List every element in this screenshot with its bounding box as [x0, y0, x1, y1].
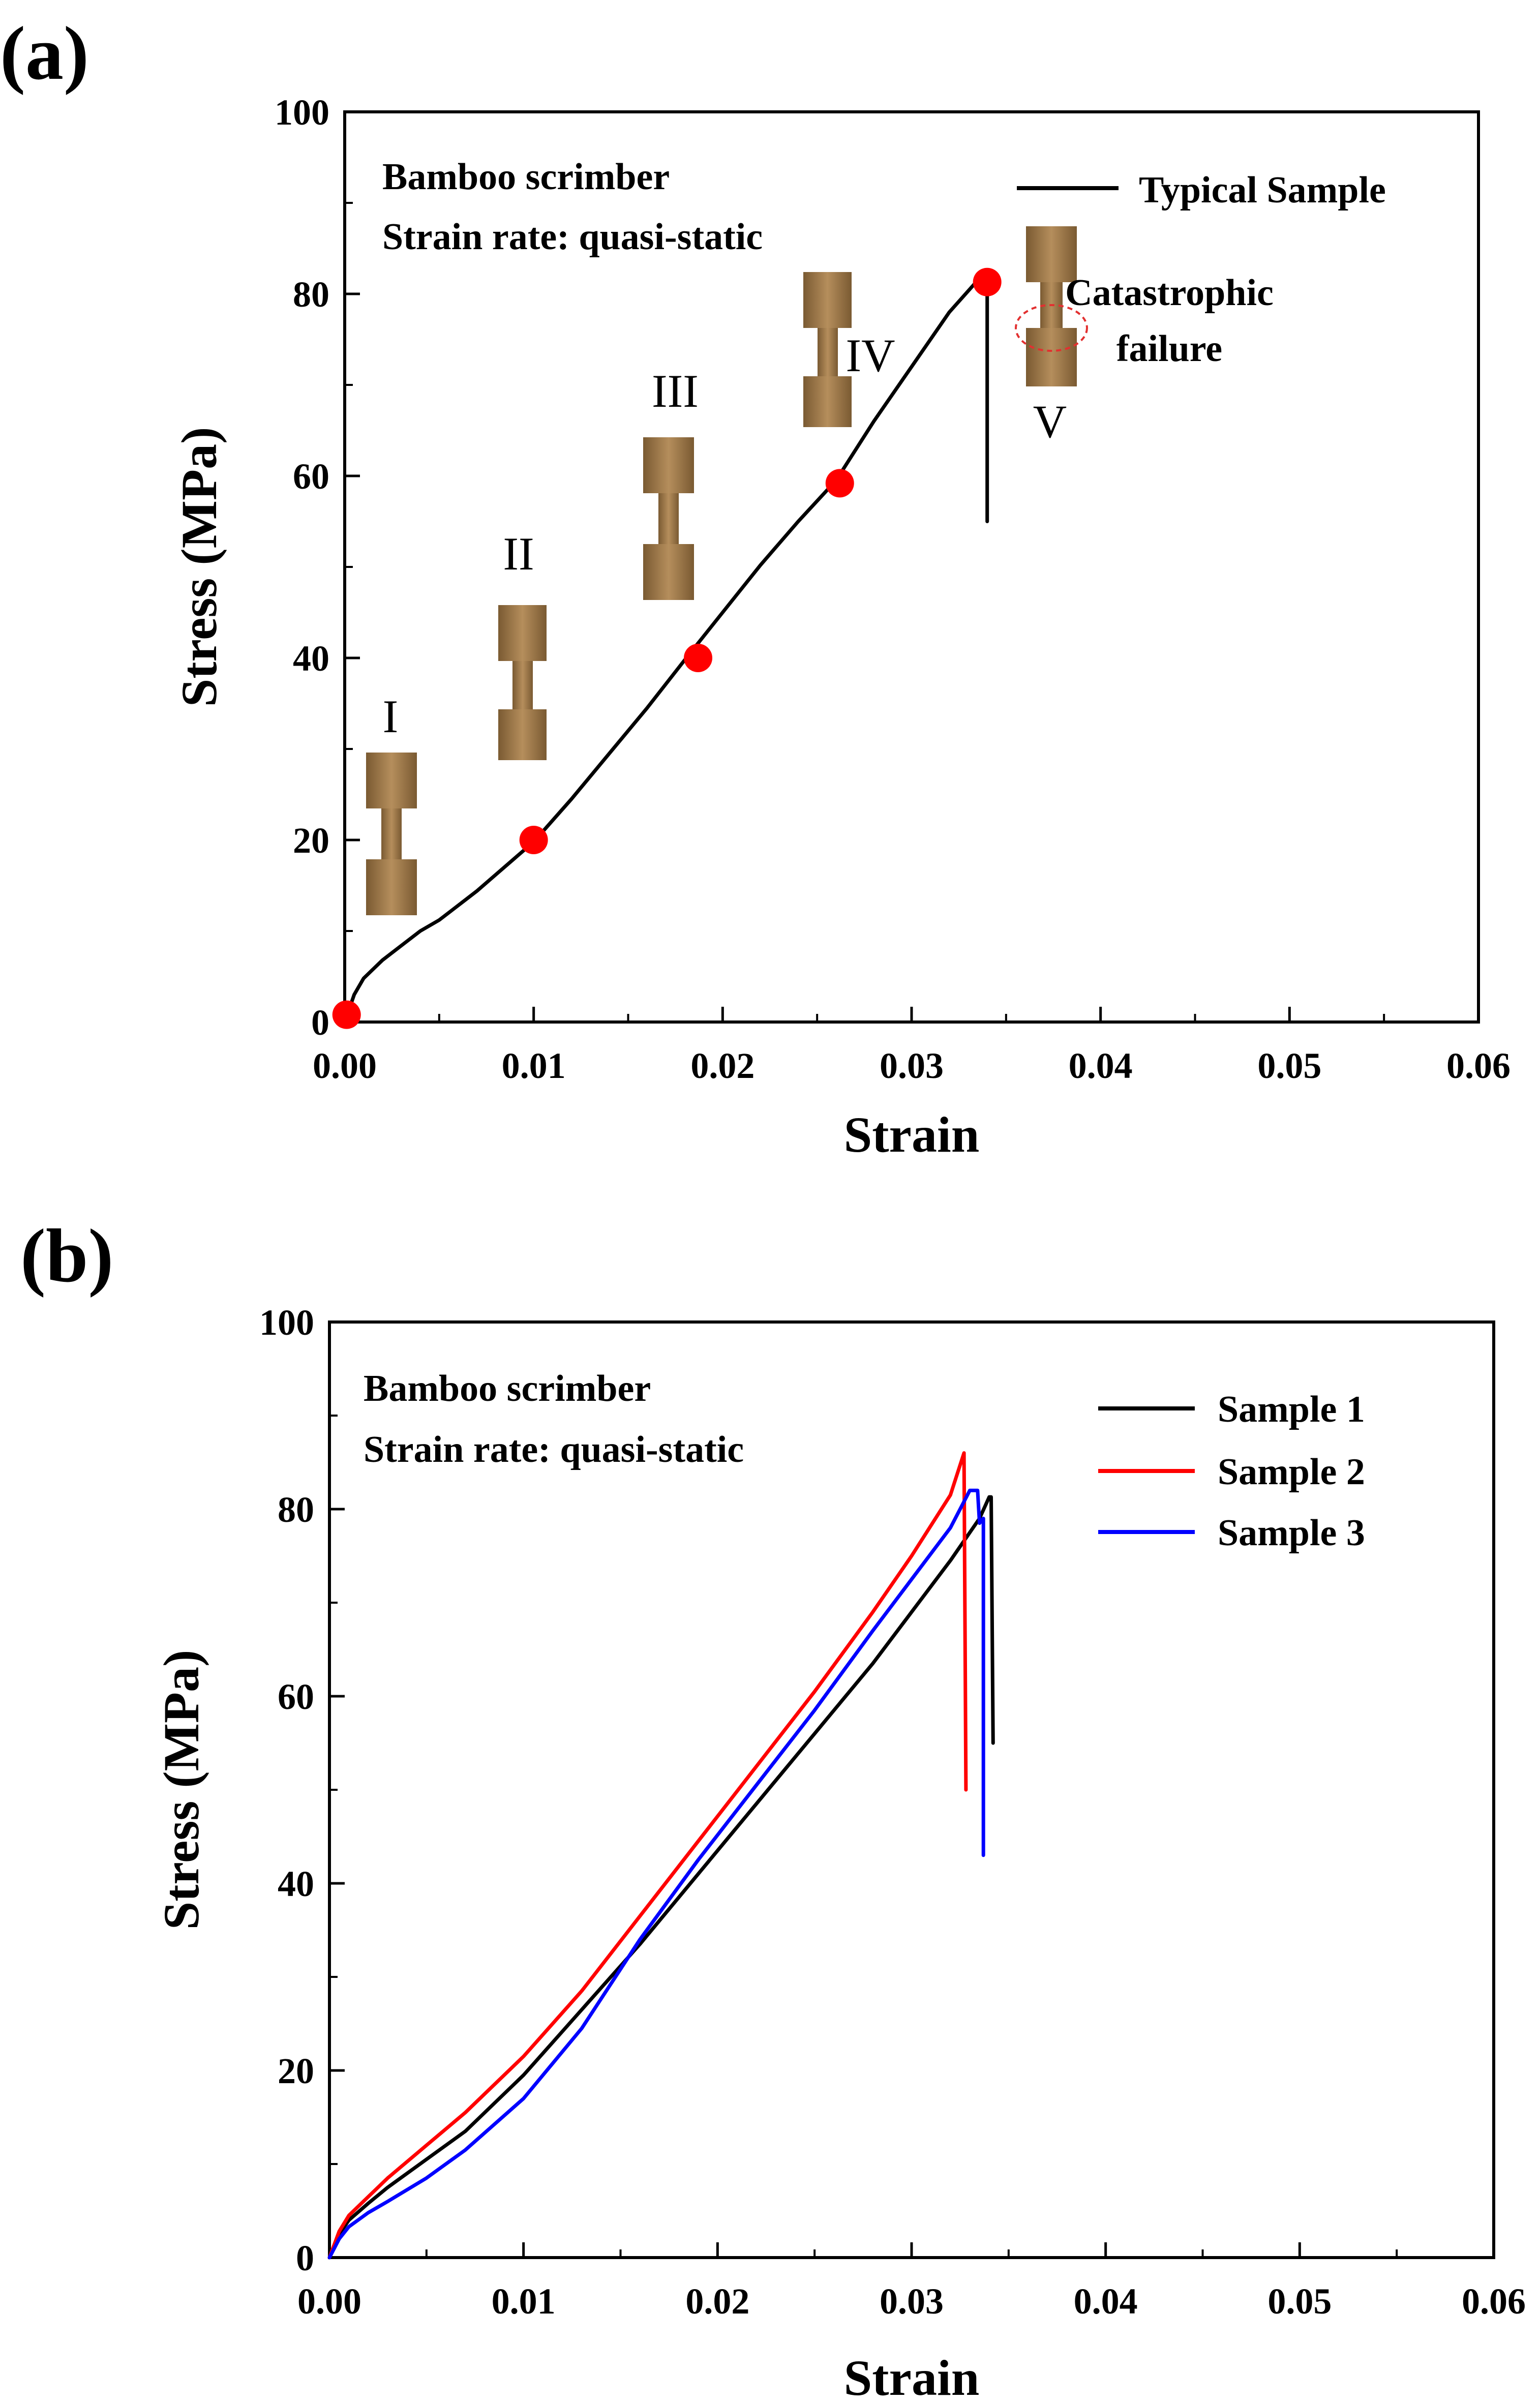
panel-b-x-axis-title: Strain	[844, 2350, 980, 2403]
panel-a-stage-marker	[684, 644, 713, 672]
panel-a-y-tick-label: 100	[275, 92, 329, 133]
panel-b-x-tick-label: 0.03	[880, 2281, 944, 2322]
panel-a-annotation-material: Bamboo scrimber	[382, 156, 670, 198]
failure-label-line1: Catastrophic	[1065, 272, 1274, 314]
panel-b: (b) 0.00 0.01 0.02 0.03 0.04 0.05 0.06 0 20 40 60 8…	[20, 1214, 1526, 2403]
specimen-photo-i	[366, 753, 417, 915]
panel-a-stage-marker	[332, 1000, 361, 1029]
panel-b-ticks	[328, 1320, 1495, 2259]
panel-a-x-tick-label: 0.01	[502, 1045, 566, 1086]
specimen-photo-iv	[803, 272, 852, 427]
panel-b-annotation-strain-rate: Strain rate: quasi-static	[364, 1429, 744, 1470]
panel-b-series-line-1	[327, 1495, 995, 2260]
panel-a-y-tick-label: 80	[293, 274, 329, 315]
panel-b-legend-sample-3: Sample 3	[1218, 1512, 1365, 1554]
panel-b-legend-sample-2: Sample 2	[1218, 1451, 1365, 1493]
stage-label-iii: III	[652, 365, 699, 417]
panel-a-stage-marker	[973, 267, 1002, 296]
panel-b-x-tick-label: 0.02	[685, 2281, 749, 2322]
stage-label-ii: II	[503, 528, 534, 580]
panel-b-series-line-3	[327, 1488, 985, 2260]
panel-a-legend-typical: Typical Sample	[1139, 169, 1386, 211]
panel-b-x-tick-label: 0.05	[1267, 2281, 1332, 2322]
panel-b-x-tick-label: 0.06	[1462, 2281, 1526, 2322]
panel-b-y-tick-label: 20	[278, 2051, 314, 2091]
panel-b-x-tick-label: 0.01	[492, 2281, 556, 2322]
panel-b-y-axis-title: Stress (MPa)	[153, 1650, 209, 1930]
panel-b-y-tick-label: 40	[278, 1864, 314, 1904]
panel-b-y-tick-label: 80	[278, 1489, 314, 1530]
panel-a-y-tick-label: 20	[293, 820, 329, 861]
panel-b-x-tick-label: 0.00	[297, 2281, 361, 2322]
panel-a-stage-marker	[825, 469, 854, 498]
panel-a-ticks	[343, 110, 1480, 1024]
panel-b-tick-labels: 0.00 0.01 0.02 0.03 0.04 0.05 0.06 0 20 40 60 80 100	[259, 1302, 1526, 2322]
panel-b-series	[327, 1451, 995, 2260]
panel-a-series-line-1	[343, 278, 989, 1024]
panel-a-tick-labels: 0.00 0.01 0.02 0.03 0.04 0.05 0.06 0 20 40 60 80 100	[275, 92, 1511, 1086]
panel-a-x-tick-label: 0.02	[690, 1045, 754, 1086]
panel-b-x-tick-label: 0.04	[1074, 2281, 1138, 2322]
stage-label-v: V	[1033, 396, 1067, 447]
panel-a-markers	[332, 267, 1002, 1029]
panel-a-label: (a)	[0, 11, 89, 96]
panel-a-series	[343, 278, 989, 1024]
panel-b-y-tick-label: 0	[296, 2238, 314, 2278]
panel-a-annotation-strain-rate: Strain rate: quasi-static	[382, 216, 763, 258]
panel-a-x-tick-label: 0.00	[313, 1045, 377, 1086]
panel-a-y-axis-title: Stress (MPa)	[171, 427, 227, 707]
panel-a-x-tick-label: 0.03	[880, 1045, 944, 1086]
panel-a-y-tick-label: 60	[293, 456, 329, 497]
specimen-photo-ii	[498, 605, 547, 760]
panel-a-stage-marker	[519, 826, 548, 854]
stage-label-iv: IV	[846, 329, 895, 381]
panel-a-x-tick-label: 0.05	[1257, 1045, 1321, 1086]
panel-b-legend-sample-1: Sample 1	[1218, 1389, 1365, 1430]
panel-a-x-tick-label: 0.04	[1069, 1045, 1133, 1086]
failure-circle	[1015, 304, 1088, 352]
specimen-photo-iii	[643, 437, 694, 600]
panel-a-y-tick-label: 40	[293, 638, 329, 679]
panel-a-y-tick-label: 0	[311, 1002, 329, 1043]
specimen-photo-v	[1015, 226, 1088, 386]
panel-b-y-tick-label: 100	[259, 1302, 314, 1343]
panel-a-x-tick-label: 0.06	[1446, 1045, 1511, 1086]
panel-b-y-tick-label: 60	[278, 1676, 314, 1717]
stage-label-i: I	[383, 690, 399, 742]
panel-a-x-axis-title: Strain	[844, 1106, 980, 1163]
panel-b-annotation-material: Bamboo scrimber	[364, 1368, 651, 1409]
panel-b-label: (b)	[20, 1214, 113, 1298]
failure-label-line2: failure	[1116, 328, 1222, 370]
panel-b-series-line-2	[327, 1451, 968, 2260]
panel-a: (a) 0.00 0.01 0.02 0.03 0.04 0.05 0.06 0 20 40 60 8…	[0, 11, 1511, 1163]
